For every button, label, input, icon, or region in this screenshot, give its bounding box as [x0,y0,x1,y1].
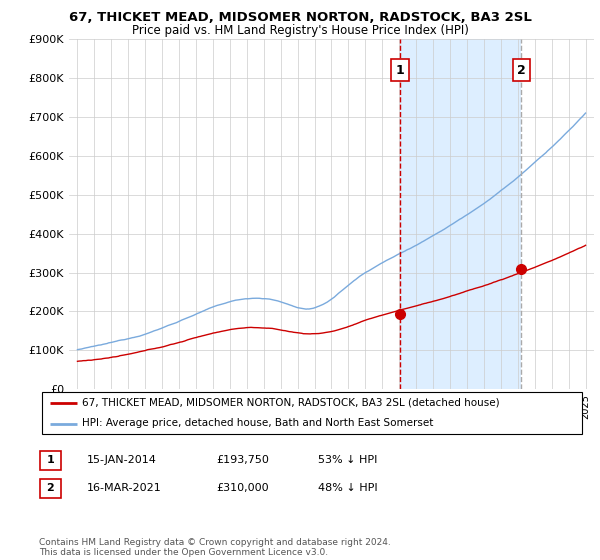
Text: 67, THICKET MEAD, MIDSOMER NORTON, RADSTOCK, BA3 2SL (detached house): 67, THICKET MEAD, MIDSOMER NORTON, RADST… [83,398,500,408]
Text: 1: 1 [47,455,54,465]
Text: HPI: Average price, detached house, Bath and North East Somerset: HPI: Average price, detached house, Bath… [83,418,434,428]
Bar [400,39,521,389]
Text: 53% ↓ HPI: 53% ↓ HPI [318,455,377,465]
Text: 15-JAN-2014: 15-JAN-2014 [87,455,157,465]
Text: 2: 2 [517,64,526,77]
Text: £310,000: £310,000 [216,483,269,493]
Text: 48% ↓ HPI: 48% ↓ HPI [318,483,377,493]
Text: 1: 1 [395,64,404,77]
Text: 67, THICKET MEAD, MIDSOMER NORTON, RADSTOCK, BA3 2SL: 67, THICKET MEAD, MIDSOMER NORTON, RADST… [68,11,532,24]
Text: 2: 2 [47,483,54,493]
Text: Contains HM Land Registry data © Crown copyright and database right 2024.
This d: Contains HM Land Registry data © Crown c… [39,538,391,557]
Text: Price paid vs. HM Land Registry's House Price Index (HPI): Price paid vs. HM Land Registry's House … [131,24,469,36]
Text: £193,750: £193,750 [216,455,269,465]
Text: 16-MAR-2021: 16-MAR-2021 [87,483,162,493]
